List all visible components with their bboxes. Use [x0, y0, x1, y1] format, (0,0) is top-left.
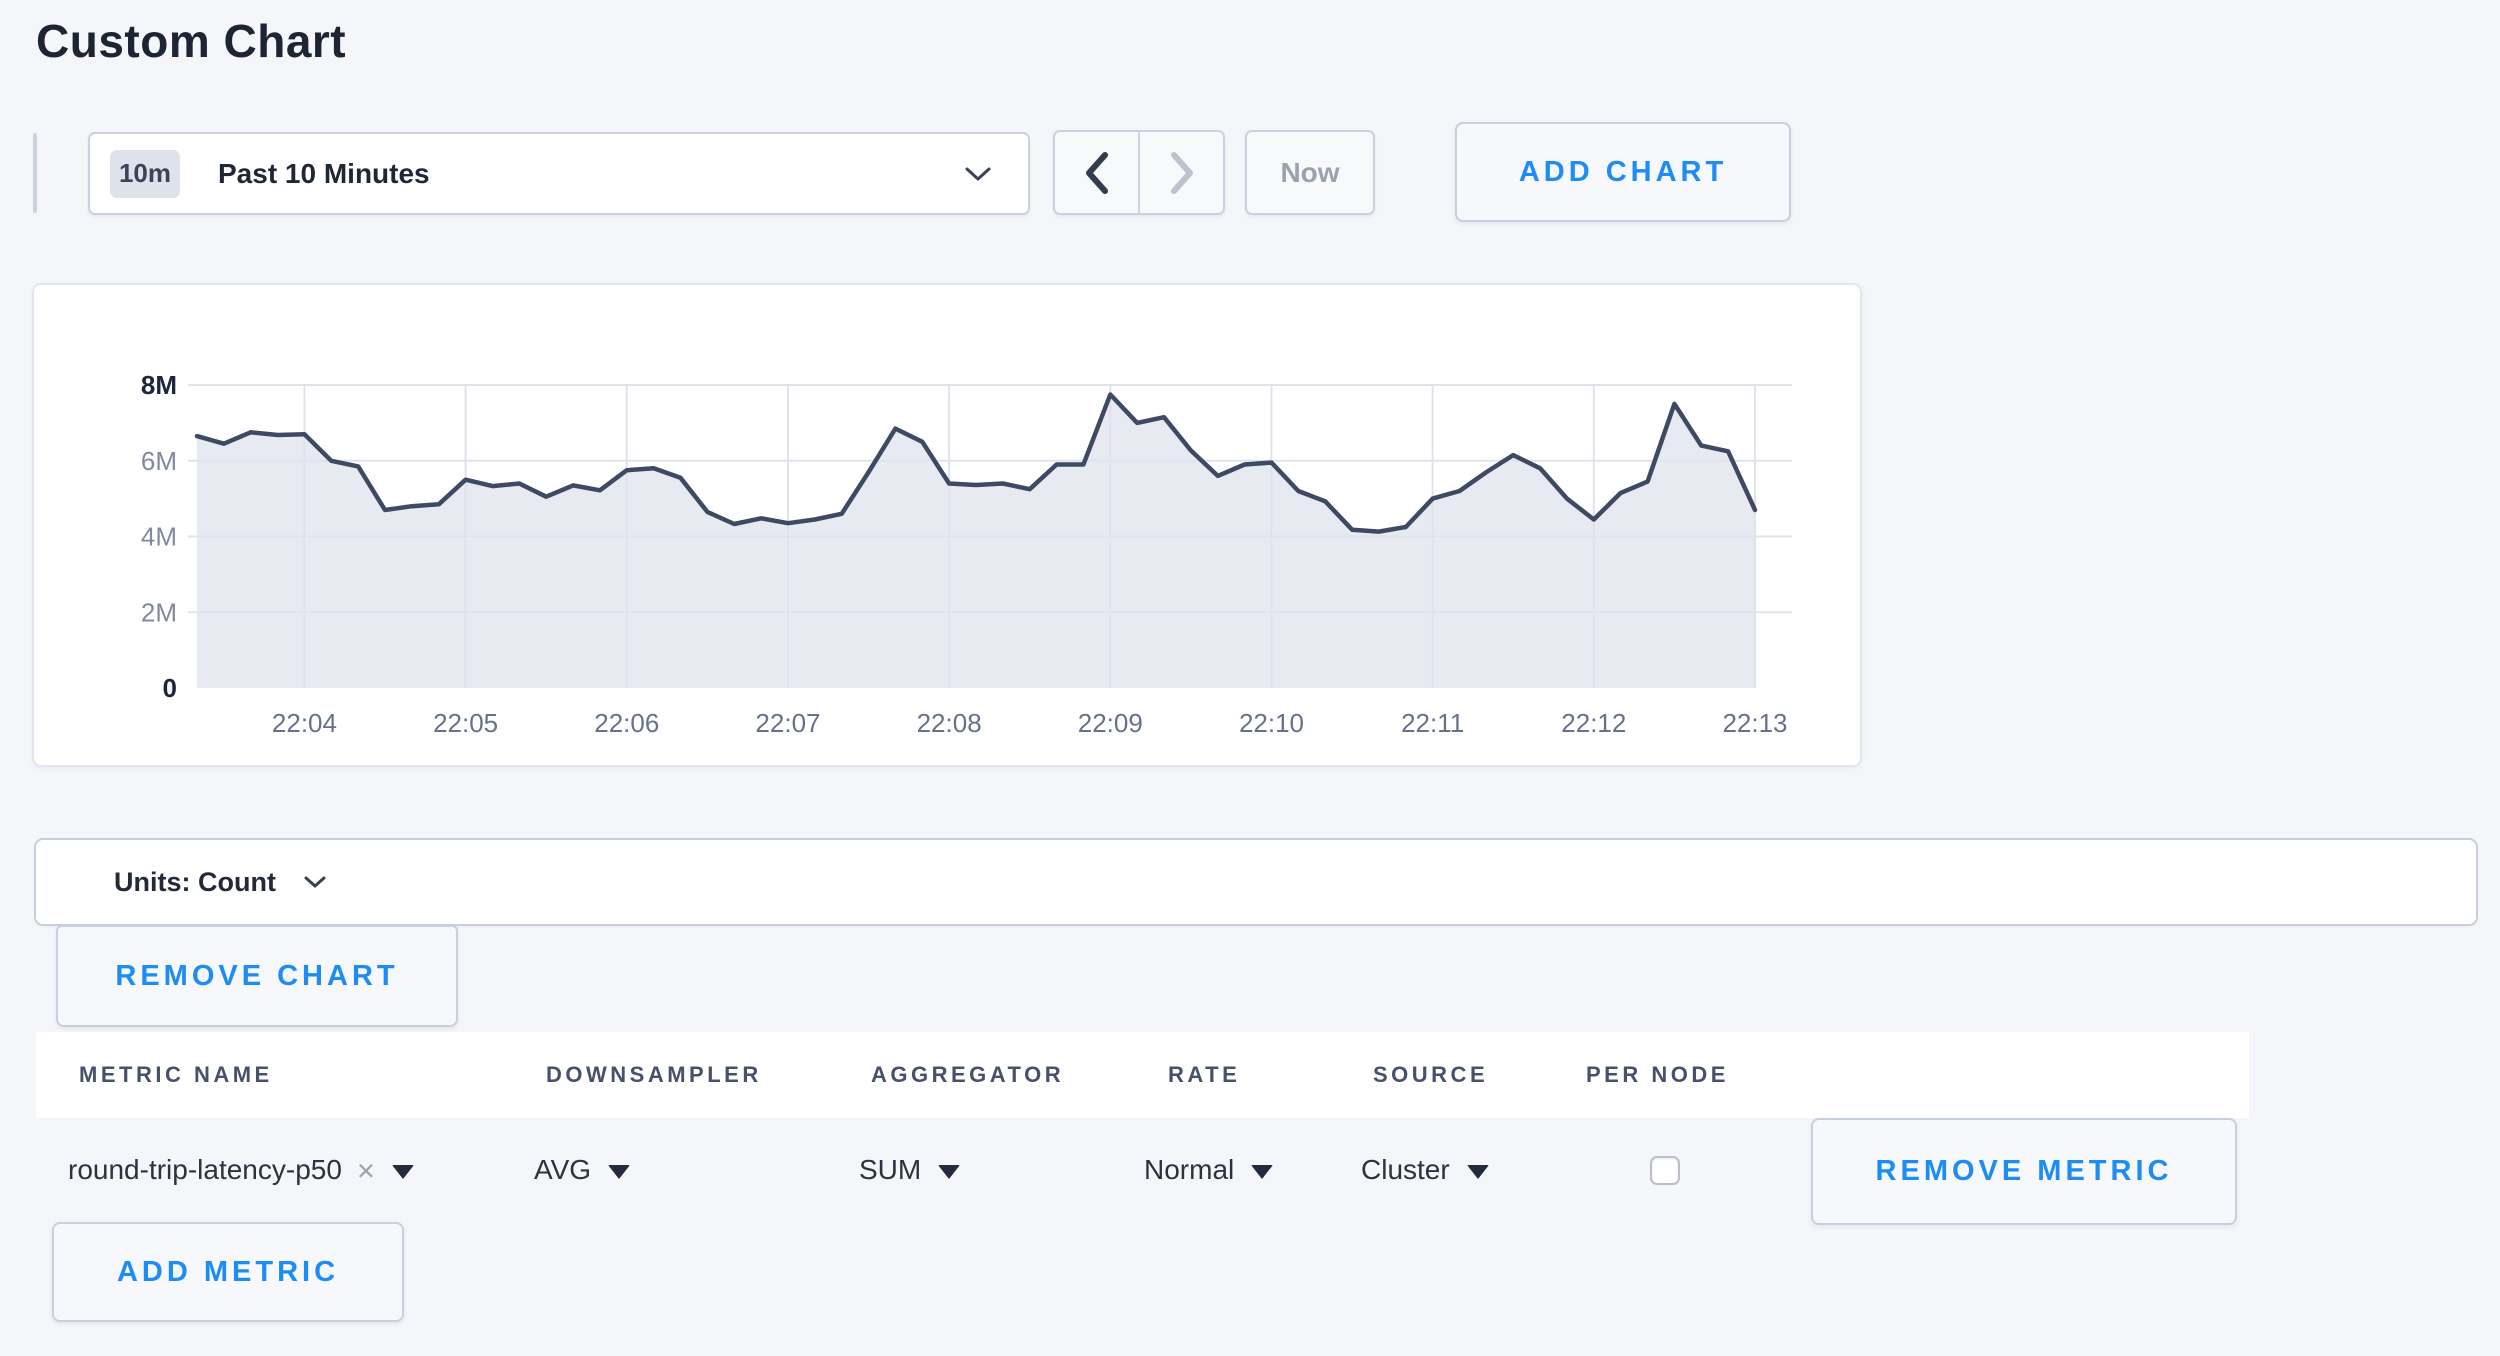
svg-text:22:07: 22:07	[755, 708, 820, 738]
svg-text:8M: 8M	[141, 370, 177, 400]
column-header-per-node: PER NODE	[1586, 1062, 1729, 1087]
caret-down-icon	[1251, 1165, 1274, 1179]
column-header-metric-name: METRIC NAME	[79, 1062, 273, 1087]
svg-text:22:05: 22:05	[433, 708, 498, 738]
prev-range-button[interactable]	[1055, 132, 1140, 213]
metric-name-value: round-trip-latency-p50	[68, 1154, 342, 1185]
svg-text:22:12: 22:12	[1561, 708, 1626, 738]
svg-text:4M: 4M	[141, 522, 177, 552]
remove-metric-button[interactable]: REMOVE METRIC	[1811, 1118, 2237, 1225]
svg-text:22:06: 22:06	[594, 708, 659, 738]
chevron-down-icon	[304, 876, 326, 887]
chevron-right-icon	[1170, 151, 1193, 194]
svg-text:22:10: 22:10	[1239, 708, 1304, 738]
caret-down-icon	[608, 1165, 631, 1179]
remove-chart-button[interactable]: REMOVE CHART	[56, 925, 458, 1027]
downsampler-value: AVG	[534, 1154, 592, 1185]
svg-text:22:13: 22:13	[1722, 708, 1787, 738]
svg-text:22:08: 22:08	[917, 708, 982, 738]
time-range-dropdown[interactable]: 10m Past 10 Minutes	[88, 132, 1030, 215]
chevron-down-icon	[965, 167, 991, 180]
caret-down-icon	[938, 1165, 961, 1179]
time-pager	[1053, 130, 1225, 215]
time-range-badge: 10m	[110, 149, 180, 198]
units-dropdown[interactable]: Units: Count	[34, 838, 2478, 926]
svg-text:22:04: 22:04	[272, 708, 337, 738]
svg-text:2M: 2M	[141, 597, 177, 627]
svg-text:22:11: 22:11	[1401, 708, 1464, 738]
rate-select[interactable]: Normal	[1144, 1118, 1274, 1222]
column-header-rate: RATE	[1168, 1062, 1241, 1087]
page-title: Custom Chart	[36, 15, 347, 67]
downsampler-select[interactable]: AVG	[534, 1118, 631, 1222]
column-header-downsampler: DOWNSAMPLER	[546, 1062, 762, 1087]
toolbar-left-rule	[33, 133, 37, 213]
chart-card: 8M 6M 4M 2M 0 22:04 22:05 22:06 22:07 22:08 22:09 2…	[32, 283, 1862, 767]
line-chart[interactable]: 8M 6M 4M 2M 0 22:04 22:05 22:06 22:07 22:08 22:09 2…	[34, 285, 1860, 765]
svg-text:22:09: 22:09	[1078, 708, 1143, 738]
now-button[interactable]: Now	[1245, 130, 1375, 215]
aggregator-value: SUM	[859, 1154, 922, 1185]
metrics-table-header: METRIC NAME DOWNSAMPLER AGGREGATOR RATE …	[36, 1032, 2249, 1118]
svg-text:0: 0	[163, 673, 177, 703]
aggregator-select[interactable]: SUM	[859, 1118, 961, 1222]
caret-down-icon	[1466, 1165, 1489, 1179]
time-range-label: Past 10 Minutes	[218, 157, 430, 189]
source-select[interactable]: Cluster	[1361, 1118, 1489, 1222]
caret-down-icon	[392, 1165, 415, 1179]
chevron-left-icon	[1085, 151, 1108, 194]
add-metric-button[interactable]: ADD METRIC	[52, 1222, 404, 1322]
metric-row: round-trip-latency-p50 × AVG SUM Normal …	[36, 1118, 2249, 1222]
per-node-checkbox[interactable]	[1650, 1155, 1680, 1185]
per-node-cell	[1650, 1118, 1680, 1222]
column-header-source: SOURCE	[1373, 1062, 1489, 1087]
units-dropdown-label: Units: Count	[114, 866, 276, 897]
svg-text:6M: 6M	[141, 446, 177, 476]
metric-name-select[interactable]: round-trip-latency-p50 ×	[68, 1118, 415, 1222]
next-range-button[interactable]	[1140, 132, 1223, 213]
add-chart-button[interactable]: ADD CHART	[1455, 122, 1791, 222]
rate-value: Normal	[1144, 1154, 1235, 1185]
source-value: Cluster	[1361, 1154, 1450, 1185]
clear-metric-icon[interactable]: ×	[356, 1152, 376, 1188]
column-header-aggregator: AGGREGATOR	[871, 1062, 1065, 1087]
